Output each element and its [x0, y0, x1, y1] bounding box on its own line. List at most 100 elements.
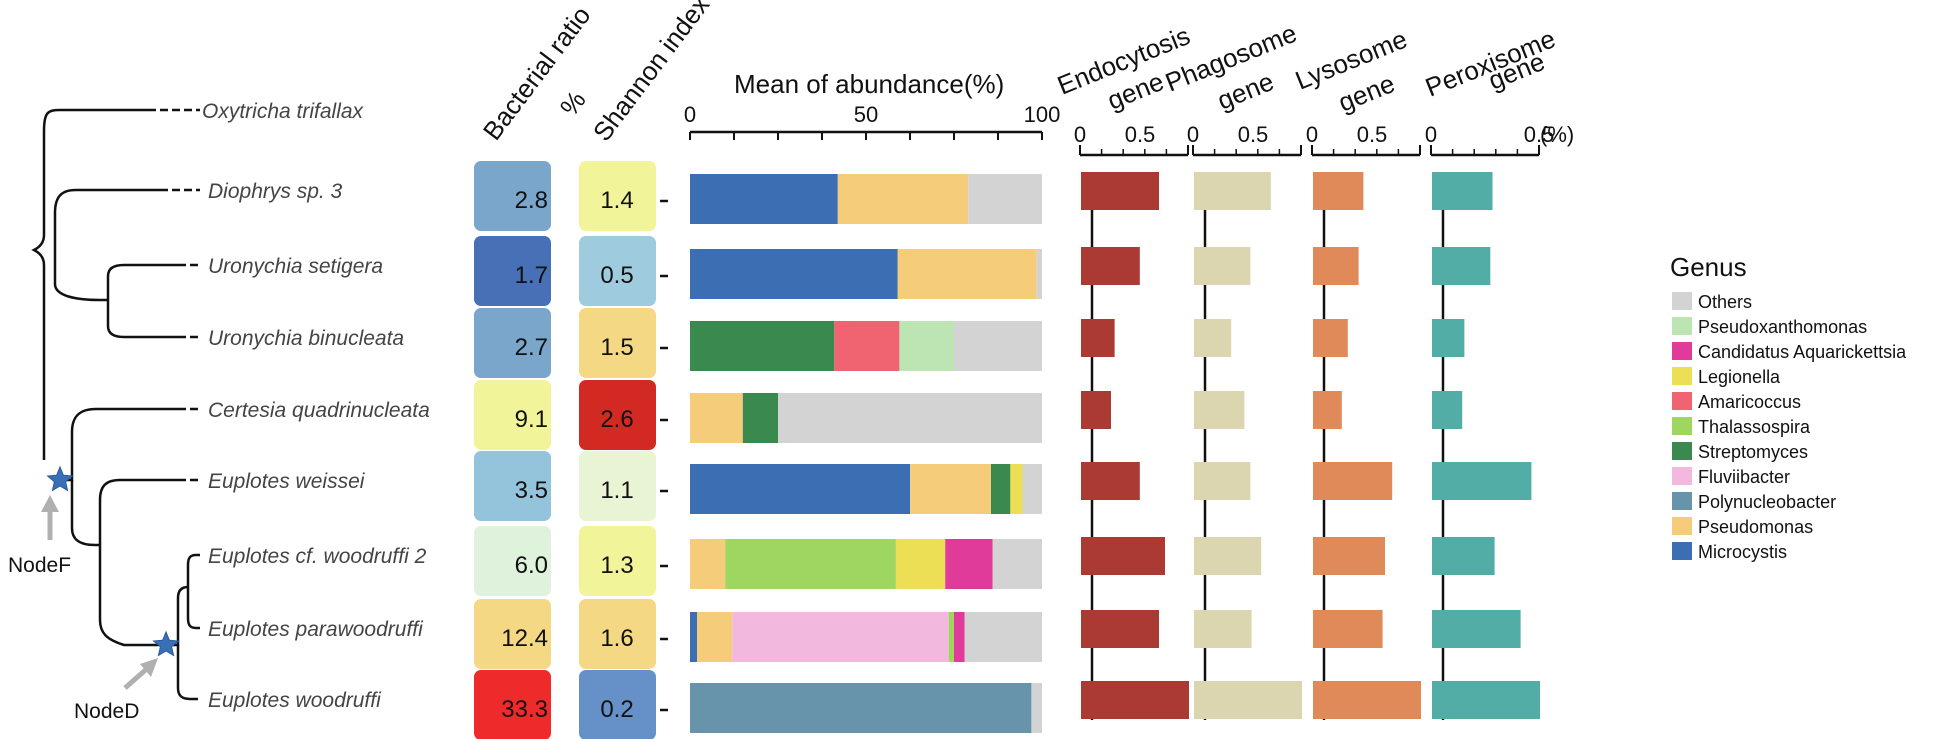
lysosome-bar	[1313, 319, 1348, 357]
peroxisome-tick-label: 0	[1425, 122, 1437, 147]
abundance-bar-segment	[690, 174, 838, 224]
legend-swatch	[1672, 317, 1692, 335]
bacterial-ratio-value: 33.3	[501, 696, 548, 723]
bacterial-ratio-cell	[474, 161, 551, 231]
shannon-index-value: 0.5	[600, 262, 633, 289]
phagosome-bar	[1194, 681, 1302, 719]
endocytosis-tick-label: 0	[1074, 122, 1086, 147]
abundance-bar-segment	[945, 539, 993, 589]
legend-swatch	[1672, 467, 1692, 485]
legend-item-label: Legionella	[1698, 367, 1781, 387]
shannon-index-cell	[579, 161, 656, 231]
phagosome-bar	[1194, 391, 1245, 429]
abundance-bar-segment	[992, 539, 1042, 589]
tree-branch	[98, 545, 166, 647]
shannon-index-cell	[579, 599, 656, 669]
phagosome-bar	[1194, 462, 1251, 500]
phylogenetic-tree: NodeF NodeD	[8, 108, 200, 723]
species-label: Euplotes weissei	[208, 470, 366, 493]
abundance-tick-label: 100	[1024, 102, 1061, 127]
phagosome-tick-label: 0.5	[1238, 122, 1269, 147]
abundance-bar-segment	[948, 612, 954, 662]
lysosome-bar	[1313, 462, 1393, 500]
shannon-index-cell	[579, 670, 656, 739]
abundance-bar-segment	[834, 321, 900, 371]
species-label: Certesia quadrinucleata	[208, 399, 430, 422]
column-headers: Bacterial ratio%Shannon index Mean of abu…	[477, 0, 1560, 147]
genus-legend: Genus Others Pseudoxanthomonas Candidatus A…	[1670, 252, 1907, 562]
node-arrow-head	[41, 495, 59, 512]
legend-swatch	[1672, 417, 1692, 435]
tree-branch	[186, 587, 197, 630]
shannon-index-cell	[579, 380, 656, 450]
lysosome-tick-label: 0.5	[1357, 122, 1388, 147]
abundance-tick-label: 50	[854, 102, 878, 127]
endocytosis-bar	[1081, 247, 1140, 285]
shannon-index-value: 1.1	[600, 477, 633, 504]
lysosome-bar	[1313, 681, 1421, 719]
tree-branch	[176, 645, 191, 701]
endocytosis-bar	[1081, 537, 1165, 575]
abundance-chart: 0 50 100	[684, 102, 1060, 733]
shannon-index-value: 1.3	[600, 552, 633, 579]
bacterial-ratio-cell	[474, 451, 551, 521]
abundance-bar-segment	[910, 464, 991, 514]
tree-branch	[98, 478, 178, 545]
species-label: Diophrys sp. 3	[208, 180, 343, 203]
endocytosis-bar	[1081, 172, 1159, 210]
shannon-index-cell	[579, 308, 656, 378]
abundance-tick-label: 0	[684, 102, 696, 127]
abundance-bar-segment	[968, 174, 1042, 224]
species-label: Oxytricha trifallax	[202, 100, 365, 123]
endocytosis-bar	[1081, 319, 1115, 357]
bacterial-ratio-cell	[474, 308, 551, 378]
node-arrow-head	[140, 658, 158, 677]
abundance-bar-segment	[991, 464, 1011, 514]
legend-swatch	[1672, 392, 1692, 410]
bacterial-ratio-value: 12.4	[501, 625, 548, 652]
phagosome-bar	[1194, 537, 1262, 575]
abundance-bar-segment	[954, 612, 965, 662]
species-label: Uronychia binucleata	[208, 327, 404, 350]
bacterial-ratio-value: 2.7	[515, 334, 548, 361]
species-label: Euplotes parawoodruffi	[208, 618, 424, 641]
shannon-index-value: 1.4	[600, 187, 633, 214]
lysosome-bar	[1313, 610, 1383, 648]
abundance-bar-segment	[690, 539, 726, 589]
tree-branch	[166, 585, 189, 647]
bacterial-ratio-unit: %	[554, 85, 592, 122]
endocytosis-bar	[1081, 681, 1189, 719]
value-cells: 2.8 1.4 1.7 0.5 2.7 1.5 9.1 2.6 3.5 1.1 6.0 1.3 12.4…	[474, 161, 668, 739]
species-labels: Oxytricha trifallax Diophrys sp. 3 Uronych…	[202, 100, 430, 712]
legend-swatch	[1672, 542, 1692, 560]
abundance-bar-segment	[697, 612, 733, 662]
legend-item-label: Amaricoccus	[1698, 392, 1801, 412]
phagosome-bar	[1194, 610, 1252, 648]
legend-item-label: Polynucleobacter	[1698, 492, 1836, 512]
abundance-axis-title: Mean of abundance(%)	[734, 69, 1004, 99]
node-label: NodeD	[74, 700, 139, 723]
tree-branch	[70, 480, 100, 547]
abundance-bar-segment	[897, 249, 1037, 299]
abundance-bar-segment	[732, 612, 949, 662]
legend-item-label: Fluviibacter	[1698, 467, 1790, 487]
abundance-bar-segment	[690, 393, 743, 443]
shannon-index-cell	[579, 236, 656, 306]
legend-item-label: Candidatus Aquarickettsia	[1698, 342, 1907, 362]
shannon-index-value: 2.6	[600, 406, 633, 433]
peroxisome-tick-label: 0.5	[1524, 122, 1555, 147]
bacterial-ratio-cell	[474, 380, 551, 450]
lysosome-tick-label: 0	[1306, 122, 1318, 147]
bacterial-ratio-header: Bacterial ratio	[477, 1, 597, 146]
tree-branch	[106, 300, 178, 339]
shannon-index-cell	[579, 526, 656, 596]
tree-branch	[60, 407, 178, 482]
tree-branch	[186, 553, 197, 587]
legend-item-label: Streptomyces	[1698, 442, 1808, 462]
phagosome-bar	[1194, 247, 1251, 285]
bacterial-ratio-value: 3.5	[515, 477, 548, 504]
peroxisome-bar	[1432, 462, 1532, 500]
species-label: Euplotes woodruffi	[208, 689, 382, 712]
legend-swatch	[1672, 292, 1692, 310]
abundance-bar-segment	[725, 539, 896, 589]
